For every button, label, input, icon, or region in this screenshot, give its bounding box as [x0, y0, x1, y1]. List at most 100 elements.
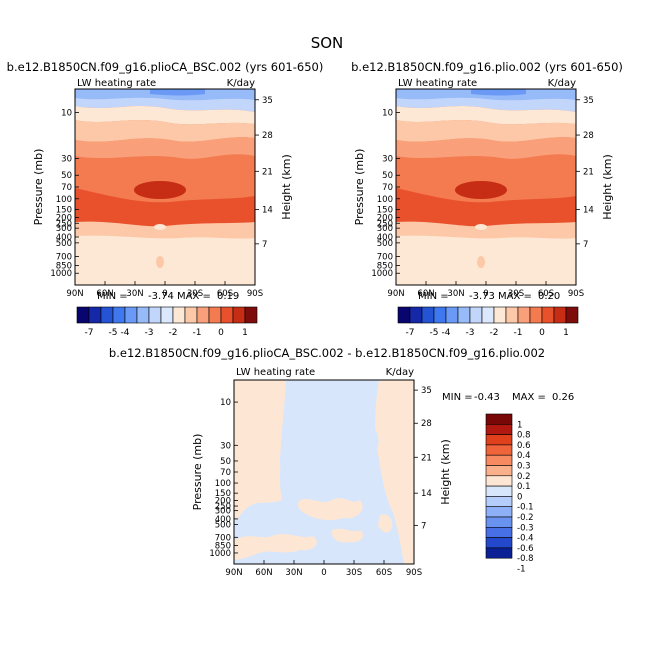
colorbar-swatch	[493, 306, 507, 324]
colorbar: -7 -5 -4 -3 -2 -1 0 1	[76, 306, 258, 338]
height-tick-label: 28	[421, 419, 432, 429]
page-title: SON	[311, 34, 344, 52]
colorbar-label: 0	[517, 492, 522, 502]
colorbar-swatch	[160, 306, 174, 324]
colorbar-swatch	[485, 454, 513, 466]
colorbar-label: -7	[406, 328, 415, 338]
x-tick-label: 60N	[255, 568, 272, 578]
colorbar-swatch	[196, 306, 210, 324]
y2-axis-label: Height (km)	[601, 154, 614, 220]
units-label: K/day	[386, 367, 414, 378]
x-tick-label: 30S	[187, 289, 203, 299]
x-tick-label: 30S	[508, 289, 524, 299]
x-tick-label: 30N	[447, 289, 464, 299]
colorbar-swatch	[397, 306, 411, 324]
colorbar-swatch	[433, 306, 447, 324]
pressure-tick-label: 1000	[371, 269, 393, 279]
colorbar-swatch	[244, 306, 258, 324]
colorbar-swatch	[553, 306, 567, 324]
x-tick-label: 90N	[387, 289, 404, 299]
pressure-tick-label: 100	[56, 195, 72, 205]
x-tick-label: 90N	[225, 568, 242, 578]
colorbar-swatch	[505, 306, 519, 324]
colorbar-swatch	[445, 306, 459, 324]
colorbar-label: 0.8	[517, 431, 531, 441]
colorbar-swatch	[208, 306, 222, 324]
pressure-tick-label: 70	[61, 183, 72, 193]
height-tick-label: 21	[421, 453, 432, 463]
colorbar-swatch	[485, 537, 513, 549]
colorbar-label: 0	[218, 328, 224, 338]
x-tick-label: 90S	[406, 568, 422, 578]
colorbar-label: -2	[169, 328, 178, 338]
x-tick-label: 0	[321, 568, 326, 578]
max-label: MAX =	[177, 291, 211, 302]
colorbar-swatch	[112, 306, 126, 324]
panel-title: b.e12.B1850CN.f09_g16.plioCA_BSC.002 (yr…	[7, 60, 324, 74]
colorbar-swatch	[529, 306, 543, 324]
pressure-tick-label: 500	[56, 239, 72, 249]
right-axis: 35 28 21 14 7	[255, 96, 273, 250]
height-tick-label: 14	[421, 489, 432, 499]
x-axis: 90N 60N 30N 0 30S 60S 90S	[225, 560, 422, 578]
variable-label: LW heating rate	[236, 367, 315, 378]
variable-label: LW heating rate	[398, 78, 477, 89]
pressure-tick-label: 250	[377, 219, 393, 229]
pressure-tick-label: 10	[61, 109, 72, 119]
colorbar-swatch	[148, 306, 162, 324]
pressure-tick-label: 150	[56, 206, 72, 216]
contour-field	[396, 89, 576, 285]
x-tick-label: 90S	[247, 289, 263, 299]
colorbar-label: -0.3	[517, 523, 534, 533]
pressure-tick-label: 30	[61, 155, 72, 165]
colorbar-swatch	[136, 306, 150, 324]
min-value: -0.43	[474, 392, 500, 403]
colorbar-swatch	[485, 516, 513, 528]
pressure-tick-label: 300	[377, 224, 393, 234]
max-value: 0.19	[217, 291, 239, 302]
colorbar-swatch	[485, 413, 513, 425]
right-axis: 35 28 21 14 7	[414, 386, 432, 531]
panel-plioCA: b.e12.B1850CN.f09_g16.plioCA_BSC.002 (yr…	[7, 60, 324, 338]
height-tick-label: 35	[583, 96, 594, 106]
height-tick-label: 7	[583, 240, 588, 250]
pressure-tick-label: 30	[220, 441, 231, 451]
height-tick-label: 7	[421, 521, 426, 531]
pressure-tick-label: 500	[377, 239, 393, 249]
pressure-tick-label: 150	[377, 206, 393, 216]
colorbar-label: -2	[490, 328, 499, 338]
max-value: 0.26	[552, 392, 574, 403]
pressure-tick-label: 200	[215, 497, 231, 507]
colorbar-swatch	[485, 465, 513, 477]
pressure-tick-label: 70	[220, 468, 231, 478]
pressure-tick-label: 200	[56, 213, 72, 223]
pressure-tick-label: 300	[215, 507, 231, 517]
colorbar-label: 0.1	[517, 482, 531, 492]
panel-title: b.e12.B1850CN.f09_g16.plioCA_BSC.002 - b…	[109, 346, 545, 360]
units-label: K/day	[548, 78, 576, 89]
colorbar-label: 0.2	[517, 472, 531, 482]
pressure-tick-label: 150	[215, 489, 231, 499]
right-axis: 35 28 21 14 7	[576, 96, 594, 250]
x-tick-label: 30S	[346, 568, 362, 578]
colorbar-swatch	[76, 306, 90, 324]
x-tick-label: 0	[483, 289, 488, 299]
max-label: MAX =	[498, 291, 532, 302]
colorbar-swatch	[517, 306, 531, 324]
colorbar-swatch	[481, 306, 495, 324]
pressure-tick-label: 250	[56, 219, 72, 229]
colorbar-label: 0.6	[517, 441, 531, 451]
colorbar-swatch	[485, 506, 513, 518]
colorbar-label: -4	[442, 328, 451, 338]
pressure-tick-label: 700	[377, 253, 393, 263]
colorbar-label: 1	[517, 420, 522, 430]
panel-title: b.e12.B1850CN.f09_g16.plio.002 (yrs 601-…	[351, 60, 623, 74]
pressure-tick-label: 300	[56, 224, 72, 234]
colorbar-swatch	[232, 306, 246, 324]
x-tick-label: 90N	[66, 289, 83, 299]
y2-axis-label: Height (km)	[280, 154, 293, 220]
height-tick-label: 14	[583, 206, 594, 216]
colorbar-label: -5	[109, 328, 118, 338]
